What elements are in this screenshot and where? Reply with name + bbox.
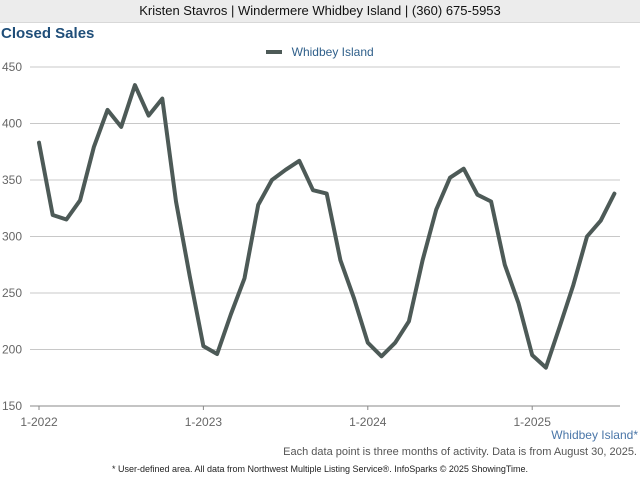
legend-label: Whidbey Island xyxy=(291,45,374,59)
y-tick-label: 150 xyxy=(2,399,22,413)
y-tick-label: 200 xyxy=(2,343,22,357)
data-note: Each data point is three months of activ… xyxy=(283,446,637,458)
header-bar: Kristen Stavros | Windermere Whidbey Isl… xyxy=(0,0,640,23)
y-tick-label: 250 xyxy=(2,286,22,300)
x-tick-label: 1-2025 xyxy=(514,415,552,429)
x-tick-label: 1-2023 xyxy=(185,415,223,429)
x-tick-label: 1-2022 xyxy=(20,415,58,429)
footer-credit: * User-defined area. All data from North… xyxy=(111,464,529,474)
header-text: Kristen Stavros | Windermere Whidbey Isl… xyxy=(139,3,501,18)
x-tick-label: 1-2024 xyxy=(349,415,387,429)
y-tick-label: 300 xyxy=(2,230,22,244)
chart-title: Closed Sales xyxy=(1,25,95,42)
series-line-whidbey-island xyxy=(37,83,617,370)
y-tick-label: 400 xyxy=(2,117,22,131)
region-label: Whidbey Island* xyxy=(551,428,638,442)
y-tick-label: 350 xyxy=(2,173,22,187)
y-tick-label: 450 xyxy=(2,60,22,74)
chart-legend[interactable]: Whidbey Island xyxy=(0,45,640,59)
legend-swatch xyxy=(266,49,283,54)
